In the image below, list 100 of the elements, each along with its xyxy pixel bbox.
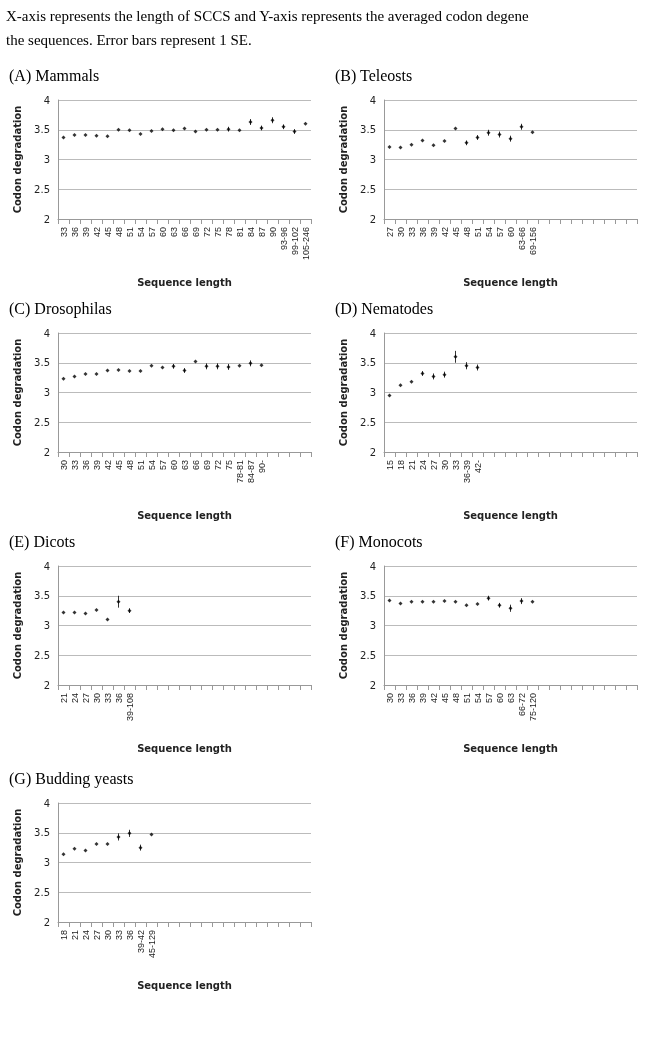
x-tick-label: 30	[91, 693, 102, 704]
y-tick-label: 3	[369, 387, 376, 398]
y-tick-label: 4	[369, 560, 376, 572]
x-tick-label: 72	[212, 460, 223, 471]
point	[94, 608, 99, 613]
x-tick-label: 18	[395, 460, 406, 471]
y-tick-label: 3	[369, 154, 376, 165]
point	[149, 363, 154, 368]
point	[61, 376, 66, 381]
point	[149, 832, 154, 837]
x-tick-label: 75-120	[527, 693, 538, 722]
x-tick-label: 33	[102, 693, 113, 704]
point	[442, 599, 447, 604]
x-tick-label: 33	[395, 693, 406, 704]
x-tick-label: 33	[450, 460, 461, 471]
point	[259, 363, 264, 368]
point	[127, 369, 132, 374]
y-tick-label: 3.5	[360, 357, 376, 369]
x-tick-label: 81	[234, 227, 245, 238]
point	[72, 374, 77, 379]
x-tick-label: 33	[113, 930, 124, 941]
x-tick-label: 48	[450, 693, 461, 704]
x-tick-label: 84	[245, 227, 256, 238]
point	[453, 599, 458, 604]
point	[116, 367, 121, 372]
point	[94, 133, 99, 138]
y-tick-label: 3.5	[360, 590, 376, 602]
x-tick-label: 33	[406, 227, 417, 238]
point	[127, 128, 132, 133]
chart-title: (E) Dicots	[9, 532, 76, 551]
y-tick-label: 2.5	[360, 183, 376, 195]
chart-title: (C) Drosophilas	[9, 299, 112, 318]
y-tick-label: 2	[369, 679, 376, 691]
y-tick-label: 2.5	[34, 886, 50, 898]
chart-title: (A) Mammals	[9, 66, 100, 85]
point	[398, 145, 403, 150]
x-tick-label: 75	[223, 460, 234, 471]
x-tick-label: 60	[168, 460, 179, 471]
point	[171, 128, 176, 133]
point	[431, 143, 436, 148]
point	[215, 127, 220, 132]
x-tick-label: 39	[428, 227, 439, 238]
x-tick-label: 48	[124, 460, 135, 471]
x-tick-label: 45	[439, 693, 450, 704]
point	[72, 610, 77, 615]
x-axis-title: Sequence length	[137, 742, 232, 754]
y-tick-label: 2	[43, 916, 50, 928]
point	[149, 128, 154, 133]
x-tick-label: 45-129	[146, 930, 157, 959]
y-tick-label: 4	[43, 797, 50, 809]
chart-title: (B) Teleosts	[335, 66, 413, 85]
point	[160, 127, 165, 132]
point	[83, 133, 88, 138]
chart-title: (G) Budding yeasts	[9, 769, 134, 788]
x-tick-label: 42	[102, 460, 113, 471]
point	[105, 368, 110, 373]
y-axis-title: Codon degradation	[337, 105, 349, 214]
x-tick-label: 105-246	[300, 227, 311, 261]
x-axis-title: Sequence length	[137, 509, 232, 521]
x-tick-label: 78	[223, 227, 234, 238]
x-tick-label: 30	[395, 227, 406, 238]
x-tick-label: 72	[201, 227, 212, 238]
x-tick-label: 99-102	[289, 227, 300, 256]
x-tick-label: 51	[135, 460, 146, 471]
text: X-axis represents the length of SCCS and Y-axis represents the averaged codon degene	[6, 7, 530, 26]
y-axis-title: Codon degradation	[11, 338, 23, 447]
x-tick-label: 42-	[472, 460, 483, 474]
x-tick-label: 90-	[256, 460, 267, 474]
point	[431, 599, 436, 604]
x-tick-label: 48	[461, 227, 472, 238]
x-tick-label: 30	[102, 930, 113, 941]
x-tick-label: 75	[212, 227, 223, 238]
x-tick-label: 51	[472, 227, 483, 238]
x-tick-label: 57	[157, 460, 168, 471]
point	[530, 130, 535, 135]
y-tick-label: 2.5	[34, 183, 50, 195]
x-tick-label: 87	[256, 227, 267, 238]
point	[442, 139, 447, 144]
x-tick-label: 21	[406, 460, 417, 471]
x-tick-label: 60	[494, 693, 505, 704]
y-tick-label: 3.5	[34, 827, 50, 839]
x-tick-label: 45	[450, 227, 461, 238]
point	[237, 128, 242, 133]
chart-title: (D) Nematodes	[335, 299, 434, 318]
point	[453, 126, 458, 131]
x-tick-label: 66	[190, 460, 201, 471]
x-tick-label: 27	[91, 930, 102, 941]
y-tick-label: 2	[369, 213, 376, 225]
y-tick-label: 4	[43, 94, 50, 106]
x-tick-label: 63	[168, 227, 179, 238]
y-tick-label: 2.5	[34, 416, 50, 428]
point	[61, 135, 66, 140]
y-tick-label: 3	[43, 620, 50, 631]
x-tick-label: 66	[179, 227, 190, 238]
x-tick-label: 54	[135, 227, 146, 238]
x-tick-label: 66-72	[516, 693, 527, 717]
point	[464, 603, 469, 608]
x-tick-label: 36	[80, 460, 91, 471]
point	[105, 842, 110, 847]
point	[303, 121, 308, 126]
